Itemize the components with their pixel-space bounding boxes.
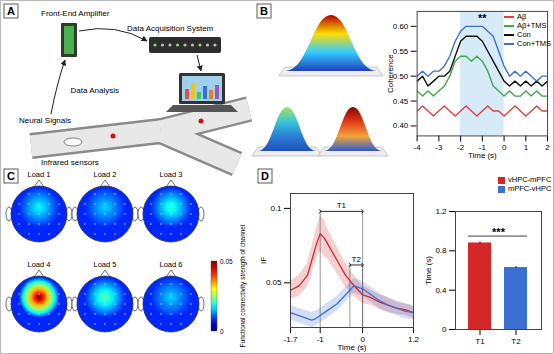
svg-text:0.60: 0.60 [393,22,409,31]
svg-text:0.05: 0.05 [220,258,233,265]
svg-text:***: *** [492,226,506,238]
svg-text:Time (s): Time (s) [337,343,366,352]
svg-text:D: D [261,170,269,182]
svg-text:Time (s): Time (s) [424,256,433,285]
html-text:vHPC-mPFC: vHPC-mPFC [508,175,552,184]
svg-text:Load 2: Load 2 [94,170,117,179]
html-text:Aβ: Aβ [517,12,527,21]
svg-text:Time (s): Time (s) [468,151,497,160]
svg-text:**: ** [478,12,487,24]
svg-text:Load 4: Load 4 [28,260,51,269]
svg-text:1: 1 [524,143,528,152]
svg-text:Load 3: Load 3 [160,170,183,179]
svg-text:0: 0 [442,325,447,334]
svg-text:0.40: 0.40 [393,121,409,130]
svg-text:T2: T2 [352,255,362,264]
html-text:mPFC-vHPC: mPFC-vHPC [508,184,552,193]
svg-text:-3: -3 [435,143,443,152]
svg-text:T2: T2 [511,337,521,346]
html-text:Con+TMS: Con+TMS [517,39,551,48]
svg-text:1.2: 1.2 [408,335,420,344]
svg-text:1.2: 1.2 [435,207,447,216]
svg-text:0.8: 0.8 [435,246,447,255]
svg-text:0.4: 0.4 [435,286,447,295]
svg-text:0.05: 0.05 [266,278,282,287]
svg-text:-1: -1 [317,335,325,344]
svg-text:0: 0 [360,335,365,345]
svg-text:-1.7: -1.7 [284,335,298,344]
svg-text:Load 6: Load 6 [160,260,183,269]
svg-text:-2: -2 [457,143,464,152]
svg-text:0: 0 [502,143,507,152]
svg-text:Load 5: Load 5 [94,260,117,269]
svg-text:T1: T1 [475,337,485,346]
html-text:Aβ+TMS: Aβ+TMS [517,21,547,30]
svg-text:Data Acquisition System: Data Acquisition System [127,24,214,33]
svg-text:-4: -4 [414,143,422,152]
svg-text:A: A [7,5,15,17]
svg-text:0.1: 0.1 [270,204,282,213]
svg-text:Coherence: Coherence [386,54,395,93]
svg-text:0: 0 [220,328,224,335]
svg-text:Load 1: Load 1 [28,170,51,179]
svg-text:0.45: 0.45 [393,97,409,106]
svg-text:Functional connectivity streng: Functional connectivity strength of chan… [239,224,247,347]
html-text:Con: Con [517,30,531,39]
svg-text:0.55: 0.55 [393,47,409,56]
svg-text:-1: -1 [478,143,486,153]
svg-text:B: B [260,5,268,17]
svg-text:T1: T1 [337,201,347,210]
svg-text:2: 2 [545,143,549,152]
svg-text:Infrared sensors: Infrared sensors [41,158,99,167]
svg-text:IF: IF [259,257,268,264]
svg-text:0.50: 0.50 [393,72,409,81]
svg-text:Neural Signals: Neural Signals [19,116,71,125]
svg-text:C: C [7,170,15,182]
svg-text:Front-End Amplifier: Front-End Amplifier [41,9,110,18]
svg-text:Data Analysis: Data Analysis [71,86,119,95]
